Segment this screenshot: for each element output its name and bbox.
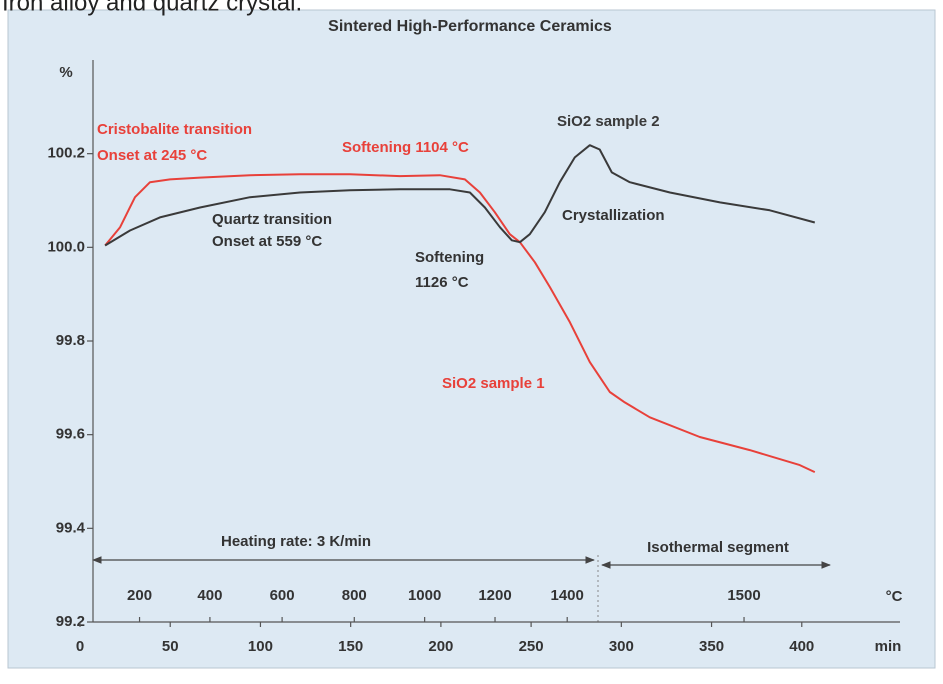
x-tick-label: 200 [428,638,453,655]
series-line [104,173,816,474]
x-tick-label: 150 [338,638,363,655]
x2-axis-label: °C [886,588,903,605]
annotation: 1126 °C [415,274,469,291]
chart-title: Sintered High-Performance Ceramics [328,18,612,35]
y-tick-label: 99.4 [56,519,86,536]
x2-tick-label: 600 [270,587,295,604]
x-tick-label: 400 [789,638,814,655]
y-tick-label: 100.2 [47,145,85,162]
annotation: Heating rate: 3 K/min [221,533,371,550]
x2-tick-label: 1000 [408,587,441,604]
x-tick-label: 100 [248,638,273,655]
annotation: Isothermal segment [647,539,789,556]
x2-tick-label: 1500 [727,587,760,604]
y-tick-label: 99.2 [56,613,85,630]
x2-tick-label: 1400 [551,587,584,604]
y-tick-label: 99.6 [56,426,85,443]
x2-tick-label: 400 [197,587,222,604]
x-tick-label: 0 [76,638,84,655]
x2-tick-label: 800 [342,587,367,604]
series-line [104,144,816,247]
x2-tick-label: 1200 [478,587,511,604]
y-tick-label: 99.8 [56,332,85,349]
annotation: Softening [415,249,484,266]
annotation: Onset at 245 °C [97,147,207,164]
chart-background [7,9,936,669]
page-note: Iron alloy and quartz crystal. [2,0,302,16]
series-label: SiO2 sample 1 [442,375,545,392]
y-tick-label: 100.0 [47,238,85,255]
annotation: Onset at 559 °C [212,233,322,250]
x-tick-label: 50 [162,638,179,655]
x2-tick-label: 200 [127,587,152,604]
x-tick-label: 250 [519,638,544,655]
series-label: SiO2 sample 2 [557,113,660,130]
x-tick-label: 300 [609,638,634,655]
y-axis-label: % [59,64,72,81]
annotation: Softening 1104 °C [342,139,469,156]
x-tick-label: 350 [699,638,724,655]
x-axis-label: min [875,638,902,655]
annotation: Cristobalite transition [97,121,252,138]
annotation: Quartz transition [212,211,332,228]
annotation: Crystallization [562,207,665,224]
